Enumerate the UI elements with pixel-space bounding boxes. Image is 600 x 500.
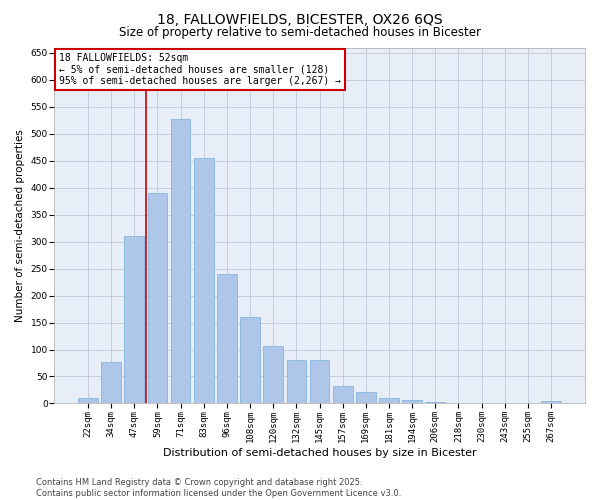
Bar (124, 236, 144, 404)
Bar (425, 402, 445, 404)
Bar (356, 392, 376, 404)
Text: 18, FALLOWFIELDS, BICESTER, OX26 6QS: 18, FALLOWFIELDS, BICESTER, OX26 6QS (157, 12, 443, 26)
Bar (310, 360, 329, 404)
Bar (541, 402, 561, 404)
Bar (148, 193, 167, 404)
Bar (287, 360, 306, 404)
Bar (263, 346, 283, 404)
Text: Contains HM Land Registry data © Crown copyright and database right 2025.
Contai: Contains HM Land Registry data © Crown c… (36, 478, 401, 498)
Bar (240, 317, 260, 404)
X-axis label: Distribution of semi-detached houses by size in Bicester: Distribution of semi-detached houses by … (163, 448, 476, 458)
Text: 18 FALLOWFIELDS: 52sqm
← 5% of semi-detached houses are smaller (128)
95% of sem: 18 FALLOWFIELDS: 52sqm ← 5% of semi-deta… (59, 53, 341, 86)
Bar (402, 400, 422, 404)
Bar (101, 362, 121, 404)
Bar (217, 274, 237, 404)
Bar (194, 158, 214, 404)
Bar (78, 398, 98, 404)
Text: Size of property relative to semi-detached houses in Bicester: Size of property relative to semi-detach… (119, 26, 481, 39)
Y-axis label: Number of semi-detached properties: Number of semi-detached properties (15, 129, 25, 322)
Bar (379, 398, 399, 404)
Bar (171, 119, 190, 404)
Bar (333, 386, 353, 404)
